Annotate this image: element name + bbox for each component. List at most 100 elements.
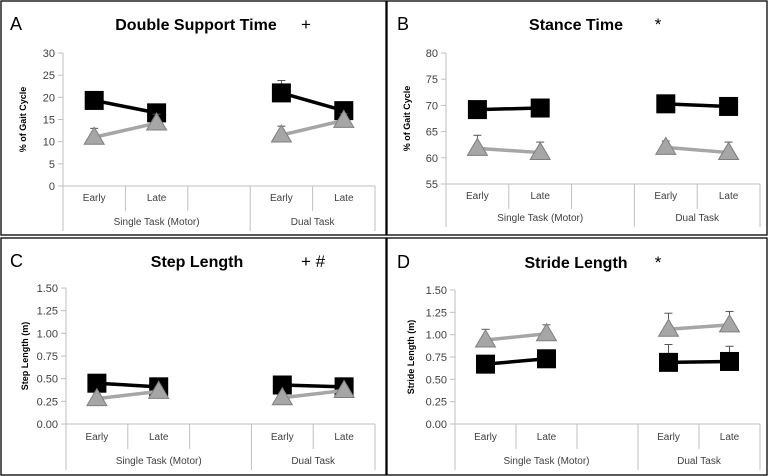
data-point-triangle	[270, 124, 293, 143]
data-point-triangle	[83, 126, 106, 145]
series-gray-triangles	[474, 310, 741, 348]
x-tick-label: Late	[149, 432, 169, 443]
x-tick-label: Late	[334, 193, 354, 204]
y-tick-label: 0.25	[37, 396, 58, 408]
data-point-triangle	[271, 386, 294, 406]
x-tick-label: Early	[657, 432, 680, 443]
x-group-label: Dual Task	[291, 217, 336, 228]
y-tick-label: 1.00	[37, 328, 58, 340]
data-point-triangle	[86, 387, 108, 407]
data-point-square	[530, 98, 550, 118]
x-group-label: Single Task (Motor)	[114, 217, 200, 228]
chart-title: Double Support Time	[115, 17, 277, 34]
series-black-squares	[467, 94, 739, 120]
data-point-triangle	[529, 141, 552, 161]
data-point-triangle	[718, 313, 741, 333]
series-line	[280, 91, 345, 113]
panel-letter: D	[397, 252, 410, 272]
y-tick-label: 65	[426, 127, 438, 139]
y-tick-label: 75	[426, 74, 438, 86]
y-tick-label: 0.50	[37, 374, 58, 386]
x-tick-label: Early	[271, 432, 294, 443]
data-point-square	[719, 96, 739, 116]
series-gray-triangles	[466, 134, 740, 161]
x-tick-label: Early	[654, 191, 677, 202]
data-point-square	[84, 90, 104, 110]
series-line	[485, 357, 547, 366]
x-group-label: Dual Task	[291, 456, 336, 467]
x-group-label: Dual Task	[677, 456, 722, 467]
y-tick-label: 0.00	[426, 419, 447, 431]
series-gray-triangles	[86, 379, 355, 407]
chart-panel-d: D Stride Length * 0.00 0.25 0.50 0.75 1.00 1.25 1…	[386, 237, 768, 476]
x-tick-label: Late	[530, 191, 550, 202]
series-line	[93, 121, 157, 139]
data-point-square	[720, 351, 739, 371]
y-tick-label: 1.00	[426, 330, 447, 342]
y-tick-label: 1.25	[426, 307, 447, 319]
series-line	[477, 146, 541, 155]
series-line	[96, 381, 159, 389]
y-tick-label: 30	[43, 48, 55, 60]
series-line	[665, 145, 729, 155]
series-line	[477, 106, 541, 112]
y-tick-label: 25	[43, 70, 55, 82]
x-group-label: Dual Task	[675, 213, 720, 224]
data-point-triangle	[147, 380, 170, 399]
data-point-square	[476, 354, 495, 374]
chart-title: Step Length	[151, 254, 243, 271]
y-tick-label: 15	[43, 115, 55, 127]
chart-title: Stride Length	[524, 255, 627, 272]
y-tick-label: 0.50	[426, 374, 447, 386]
significance-marker: *	[655, 253, 662, 272]
chart-panel-c: C Step Length + # 0.00 0.25 0.50 0.75 1.00 1.25 1…	[0, 237, 387, 476]
data-point-square	[537, 349, 556, 369]
data-point-square	[271, 83, 291, 103]
y-tick-label: 55	[426, 179, 438, 191]
series-line	[93, 98, 157, 115]
chart-panel-b: B Stance Time * 55 60 65 70 75 80 % of Gait Cycle…	[386, 0, 768, 236]
data-point-square	[656, 94, 676, 114]
panel-border	[386, 0, 768, 236]
y-tick-label: 0.75	[37, 351, 58, 363]
y-tick-label: 1.50	[426, 285, 447, 297]
x-tick-label: Late	[537, 432, 557, 443]
x-group-label: Single Task (Motor)	[116, 456, 202, 467]
x-tick-label: Early	[83, 193, 106, 204]
significance-marker: + #	[301, 252, 326, 271]
y-axis-label: % of Gait Cycle	[18, 87, 28, 153]
x-tick-label: Late	[719, 191, 739, 202]
panel-border	[0, 0, 387, 236]
data-point-square	[467, 100, 487, 120]
data-point-triangle	[657, 318, 680, 337]
data-point-triangle	[145, 112, 168, 131]
chart-panel-a: A Double Support Time +0 5 10 15 20 25 30 % of Ga…	[0, 0, 387, 236]
y-tick-label: 60	[426, 153, 438, 165]
series-line	[668, 323, 730, 332]
x-group-label: Single Task (Motor)	[504, 456, 590, 467]
y-tick-label: 80	[426, 48, 438, 60]
series-line	[96, 389, 159, 401]
panel-letter: C	[10, 251, 23, 271]
y-tick-label: 10	[43, 137, 55, 149]
significance-marker: +	[301, 15, 311, 34]
y-tick-label: 5	[49, 159, 55, 171]
y-tick-label: 20	[43, 92, 55, 104]
series-line	[485, 332, 547, 342]
data-point-triangle	[717, 141, 740, 161]
x-tick-label: Late	[147, 193, 167, 204]
y-tick-label: 0.00	[37, 419, 58, 431]
y-tick-label: 0.75	[426, 352, 447, 364]
x-tick-label: Early	[474, 432, 497, 443]
data-point-triangle	[333, 379, 355, 398]
panel-border	[0, 237, 387, 476]
series-gray-triangles	[83, 109, 355, 145]
significance-marker: *	[655, 15, 662, 34]
x-tick-label: Late	[334, 432, 354, 443]
data-point-triangle	[466, 137, 489, 156]
y-tick-label: 70	[426, 100, 438, 112]
chart-title: Stance Time	[529, 17, 623, 34]
y-tick-label: 1.50	[37, 283, 58, 295]
y-axis-label: Stride Length (m)	[406, 320, 416, 395]
x-group-label: Single Task (Motor)	[497, 213, 583, 224]
